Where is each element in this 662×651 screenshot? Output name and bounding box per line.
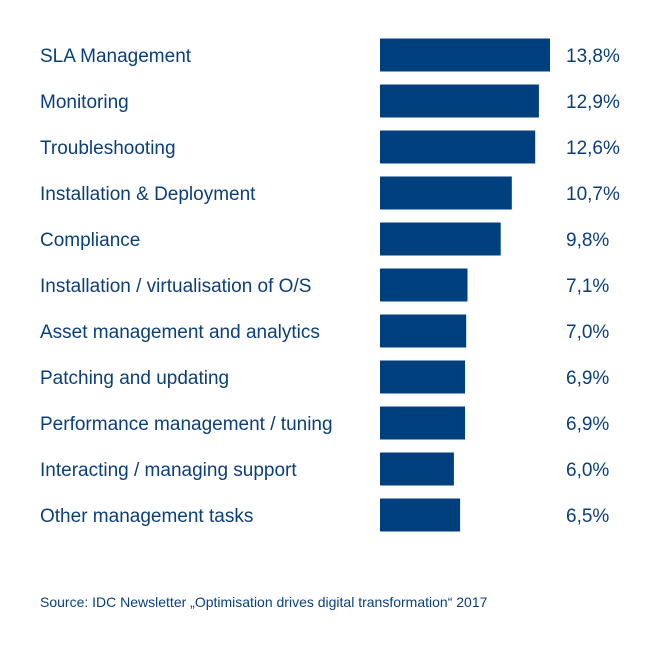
bar [380, 498, 461, 532]
value-labels: 13,8% 12,9% 12,6% 10,7% 9,8% 7,1% 7,0% 6,9% 6,9%… [566, 46, 620, 527]
value-label: 6,9% [566, 414, 609, 435]
source-note: Source: IDC Newsletter „Optimisation dri… [40, 594, 488, 610]
category-label: Installation / virtualisation of O/S [40, 276, 311, 297]
bar [380, 130, 536, 164]
value-label: 12,9% [566, 92, 620, 113]
value-label: 9,8% [566, 230, 609, 251]
category-label: Other management tasks [40, 506, 253, 527]
value-label: 6,0% [566, 460, 609, 481]
category-label: Monitoring [40, 92, 129, 113]
value-label: 7,1% [566, 276, 609, 297]
value-label: 10,7% [566, 184, 620, 205]
category-label: Performance management / tuning [40, 414, 333, 435]
bar [380, 38, 550, 72]
category-label: Installation & Deployment [40, 184, 256, 205]
bar [380, 314, 467, 348]
bar [380, 406, 465, 440]
bar [380, 360, 465, 394]
value-label: 7,0% [566, 322, 609, 343]
category-labels: SLA Management Monitoring Troubleshooting I… [40, 46, 333, 527]
category-label: Patching and updating [40, 368, 229, 389]
value-label: 6,5% [566, 506, 609, 527]
value-label: 6,9% [566, 368, 609, 389]
value-label: 12,6% [566, 138, 620, 159]
value-label: 13,8% [566, 46, 620, 67]
bar [380, 452, 454, 486]
category-label: SLA Management [40, 46, 192, 67]
bar [380, 268, 468, 302]
bars [380, 38, 550, 532]
category-label: Interacting / managing support [40, 460, 297, 481]
category-label: Troubleshooting [40, 138, 176, 159]
category-label: Compliance [40, 230, 140, 251]
bar [380, 222, 501, 256]
category-label: Asset management and analytics [40, 322, 320, 343]
bar [380, 176, 512, 210]
bar [380, 84, 539, 118]
